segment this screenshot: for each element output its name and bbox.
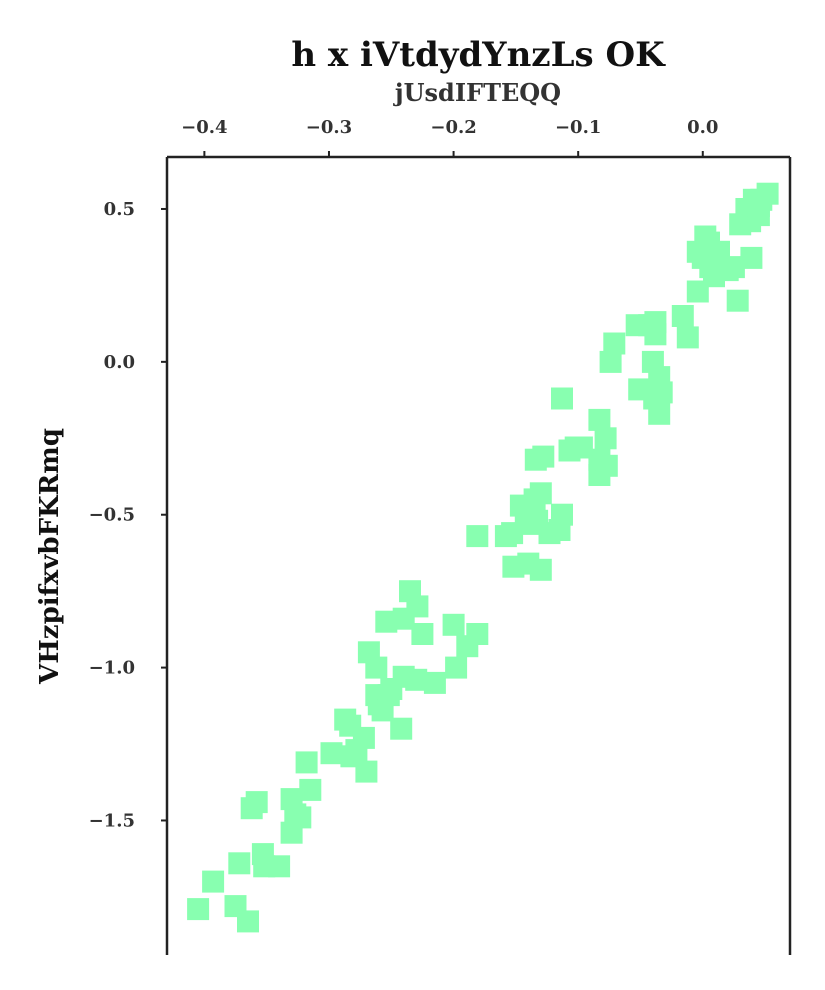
data-point [268, 855, 291, 878]
data-point [390, 717, 413, 740]
chart-title: h x iVtdydYnzLs OK [291, 35, 666, 75]
y-tick-label: −1.5 [89, 810, 135, 831]
data-point [406, 595, 429, 618]
data-point [202, 870, 225, 893]
data-points [187, 182, 779, 933]
x-tick-label: 0.0 [687, 117, 718, 138]
data-point [423, 671, 446, 694]
data-point [289, 806, 312, 829]
data-point [375, 610, 398, 633]
y-tick-label: −0.5 [89, 505, 135, 526]
data-point [320, 742, 343, 765]
data-point [671, 305, 694, 327]
data-point [295, 751, 318, 774]
data-point [551, 503, 573, 526]
x-axis-label: jUsdIFTEQQ [393, 78, 561, 107]
data-point [405, 668, 428, 691]
x-tick-label: −0.4 [181, 117, 227, 138]
x-tick-label: −0.3 [306, 117, 352, 138]
data-point [445, 656, 468, 679]
x-tick-label: −0.2 [430, 117, 476, 138]
data-point [588, 408, 611, 431]
data-point [529, 558, 552, 581]
data-point [650, 381, 673, 404]
y-tick-label: −1.0 [89, 658, 135, 679]
data-point [442, 613, 465, 636]
data-point [570, 436, 593, 459]
data-point [551, 387, 573, 410]
data-point [237, 910, 259, 933]
data-point [466, 623, 489, 645]
data-point [644, 323, 667, 346]
y-tick-label: 0.0 [104, 352, 135, 373]
data-point [726, 289, 749, 312]
data-point [466, 525, 489, 548]
data-point [648, 402, 671, 425]
data-point [740, 246, 763, 269]
x-tick-label: −0.1 [555, 117, 601, 138]
data-point [187, 898, 210, 921]
data-point [355, 760, 378, 783]
data-point [722, 256, 745, 279]
y-tick-label: 0.5 [104, 199, 135, 220]
data-point [756, 182, 779, 205]
data-point [603, 332, 626, 355]
data-point [245, 791, 268, 814]
data-point [365, 656, 388, 679]
data-point [599, 350, 622, 373]
data-point [299, 778, 322, 801]
data-point [594, 427, 617, 450]
data-point [529, 482, 552, 505]
data-point [352, 726, 375, 749]
data-point [501, 522, 524, 545]
data-point [532, 445, 555, 468]
y-axis-ticks: 0.5 0.0 −0.5 −1.0 −1.5 [89, 199, 167, 831]
x-axis-ticks: −0.4 −0.3 −0.2 −0.1 0.0 [181, 117, 718, 157]
data-point [595, 454, 618, 477]
data-point [676, 326, 699, 349]
data-point [411, 623, 434, 645]
y-axis-label: VHzpifxvbFKRmq [35, 428, 65, 685]
data-point [228, 852, 251, 875]
